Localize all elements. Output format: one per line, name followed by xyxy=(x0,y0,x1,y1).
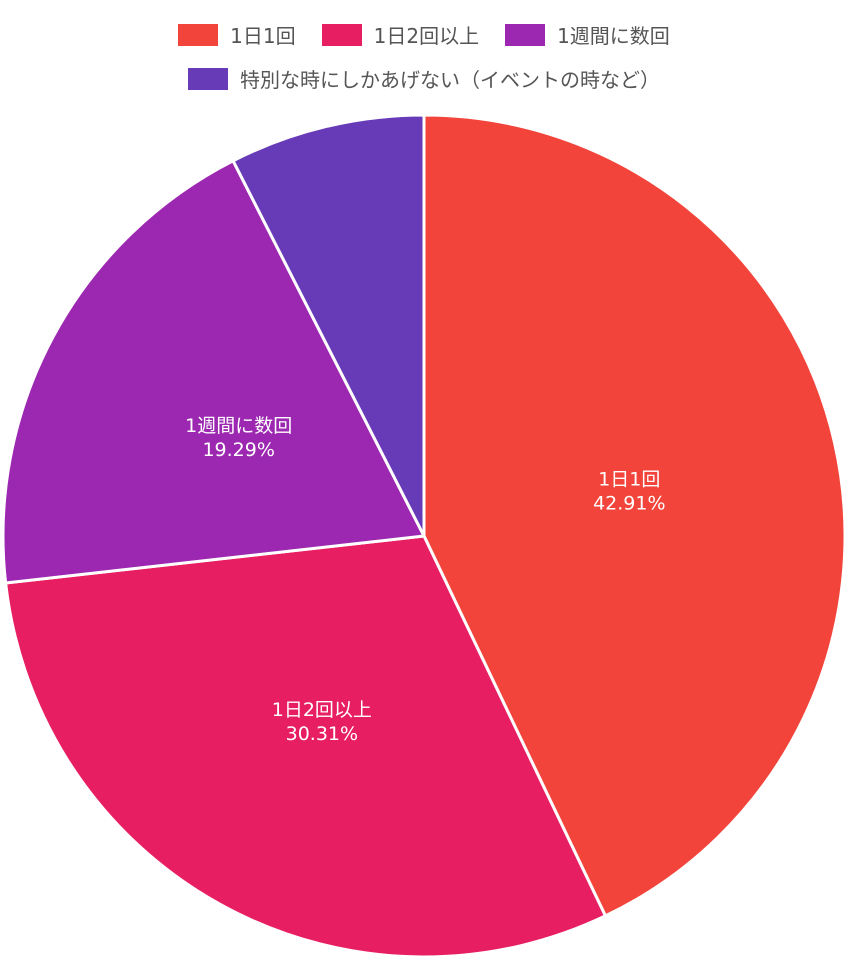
legend-item-once-daily[interactable]: 1日1回 xyxy=(178,20,296,49)
legend-label-once-daily: 1日1回 xyxy=(230,24,296,48)
legend-item-special-occasions[interactable]: 特別な時にしかあげない（イベントの時など） xyxy=(188,64,660,93)
legend-swatch-twice-daily xyxy=(321,23,362,46)
slice-value-label-twice-daily: 30.31% xyxy=(286,723,358,745)
slice-category-label-once-daily: 1日1回 xyxy=(598,469,660,491)
pie-slice-special-occasions[interactable] xyxy=(231,113,426,537)
pie-slice-twice-daily[interactable] xyxy=(3,534,608,959)
legend-swatch-special-occasions xyxy=(188,67,228,90)
legend-row-1: 1日1回 1日2回以上 1週間に数回 xyxy=(0,20,848,49)
legend-swatch-once-daily xyxy=(178,23,219,46)
slice-category-label-few-times-weekly: 1週間に数回 xyxy=(185,415,292,437)
legend-label-twice-daily: 1日2回以上 xyxy=(373,24,480,48)
legend-swatch-few-times-weekly xyxy=(505,23,546,46)
pie-slice-few-times-weekly[interactable] xyxy=(1,158,427,585)
legend-item-few-times-weekly[interactable]: 1週間に数回 xyxy=(505,20,670,49)
legend-label-special-occasions: 特別な時にしかあげない（イベントの時など） xyxy=(240,68,660,92)
legend-item-twice-daily[interactable]: 1日2回以上 xyxy=(321,20,480,49)
pie-slice-once-daily[interactable] xyxy=(422,113,847,918)
slice-value-label-once-daily: 42.91% xyxy=(593,493,665,515)
slice-value-label-few-times-weekly: 19.29% xyxy=(202,439,274,461)
legend-label-few-times-weekly: 1週間に数回 xyxy=(557,24,670,48)
slice-category-label-twice-daily: 1日2回以上 xyxy=(272,699,372,721)
legend-row-2: 特別な時にしかあげない（イベントの時など） xyxy=(0,64,848,93)
